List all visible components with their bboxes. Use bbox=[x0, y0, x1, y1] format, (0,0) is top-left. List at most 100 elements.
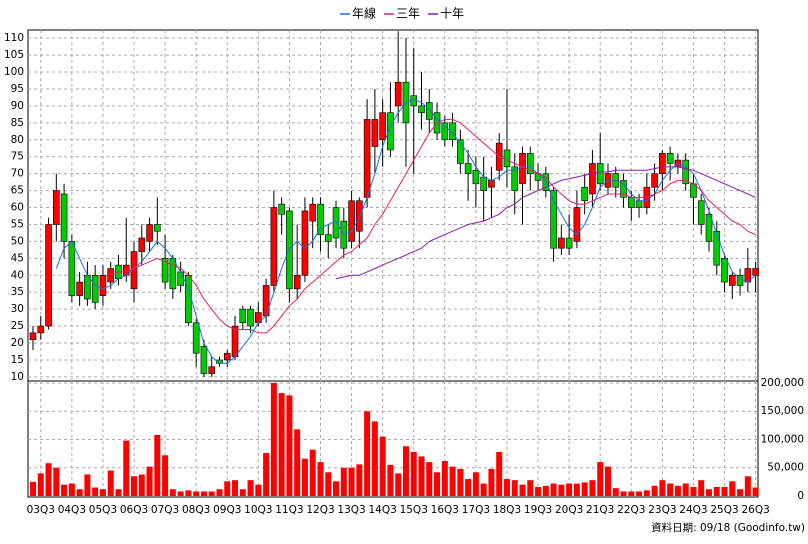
candle-body bbox=[394, 81, 402, 107]
volume-bar bbox=[573, 483, 580, 496]
volume-bar bbox=[418, 456, 425, 496]
volume-bar bbox=[45, 463, 52, 496]
volume-bar bbox=[620, 491, 627, 496]
volume-bar bbox=[558, 484, 565, 496]
candle-body bbox=[68, 241, 76, 296]
volume-bar bbox=[488, 468, 495, 496]
volume-bar bbox=[263, 453, 270, 496]
volume-bar bbox=[270, 382, 277, 496]
candle-body bbox=[705, 214, 713, 242]
candle-body bbox=[324, 234, 332, 242]
volume-bar bbox=[123, 440, 130, 496]
volume-bar bbox=[744, 476, 751, 496]
y-tick-label: 25 bbox=[11, 320, 24, 332]
volume-bar bbox=[698, 480, 705, 496]
candle-body bbox=[558, 237, 565, 249]
volume-bar bbox=[53, 467, 60, 496]
y-tick-label: 100 bbox=[4, 66, 24, 78]
volume-bar bbox=[185, 490, 192, 496]
x-tick-label: 22Q3 bbox=[617, 504, 645, 516]
candle-body bbox=[177, 271, 184, 286]
candle-body bbox=[457, 139, 464, 164]
volume-bar bbox=[659, 480, 666, 496]
volume-bar bbox=[519, 484, 526, 496]
candle-body bbox=[425, 102, 433, 120]
candle-body bbox=[239, 308, 247, 324]
volume-bar bbox=[527, 480, 534, 496]
candle-body bbox=[91, 274, 99, 303]
volume-bar bbox=[690, 486, 697, 496]
volume-bar bbox=[535, 486, 542, 496]
x-tick-label: 26Q3 bbox=[741, 504, 769, 516]
volume-bar bbox=[208, 491, 215, 496]
candle-body bbox=[480, 176, 487, 191]
x-tick-label: 06Q3 bbox=[120, 504, 148, 516]
candle-body bbox=[666, 153, 674, 164]
y-tick-label: 80 bbox=[11, 134, 24, 146]
volume-bar bbox=[379, 436, 386, 496]
volume-bar bbox=[68, 483, 75, 496]
volume-bar bbox=[674, 485, 681, 496]
volume-bar bbox=[255, 484, 262, 496]
volume-bar bbox=[589, 480, 596, 496]
candle-body bbox=[45, 224, 52, 327]
x-tick-label: 15Q3 bbox=[400, 504, 428, 516]
volume-bar bbox=[301, 458, 308, 496]
y-tick-label: 40 bbox=[11, 269, 24, 281]
y-tick-label: 45 bbox=[11, 252, 24, 264]
x-tick-label: 13Q3 bbox=[337, 504, 365, 516]
y-tick-label: 90 bbox=[11, 100, 24, 112]
volume-bar bbox=[61, 484, 68, 496]
candle-body bbox=[721, 258, 728, 283]
candle-body bbox=[488, 180, 495, 188]
candle-body bbox=[371, 119, 379, 147]
volume-bar bbox=[162, 455, 169, 496]
candle-body bbox=[317, 203, 324, 235]
legend-label: 年線 bbox=[352, 6, 376, 21]
candle-body bbox=[697, 200, 705, 225]
volume-bar bbox=[496, 451, 503, 496]
candle-body bbox=[356, 200, 363, 232]
x-tick-label: 16Q3 bbox=[431, 504, 459, 516]
candle-body bbox=[635, 200, 643, 208]
volume-bar bbox=[169, 489, 176, 496]
volume-bar bbox=[325, 472, 332, 496]
volume-bar bbox=[131, 476, 138, 496]
volume-bar bbox=[193, 491, 200, 496]
candle-body bbox=[511, 166, 519, 191]
volume-bar bbox=[721, 486, 728, 496]
volume-bar bbox=[364, 411, 371, 496]
y-tick-label: 70 bbox=[11, 168, 24, 180]
volume-bar bbox=[581, 482, 588, 496]
volume-bar bbox=[651, 485, 658, 496]
candle-body bbox=[301, 210, 309, 276]
candle-body bbox=[519, 153, 526, 185]
volume-bar bbox=[30, 481, 36, 496]
volume-bar bbox=[434, 472, 441, 496]
y-tick-label: 50 bbox=[11, 235, 24, 247]
candle-body bbox=[526, 153, 534, 174]
candle-body bbox=[332, 207, 340, 239]
volume-bar bbox=[356, 464, 363, 496]
x-tick-label: 14Q3 bbox=[368, 504, 396, 516]
volume-bar bbox=[643, 490, 650, 496]
candle-body bbox=[728, 274, 736, 286]
x-tick-label: 05Q3 bbox=[89, 504, 117, 516]
candle-body bbox=[247, 308, 254, 327]
volume-bar bbox=[705, 489, 712, 496]
volume-bar bbox=[107, 470, 114, 496]
volume-bar bbox=[224, 481, 231, 496]
x-tick-label: 04Q3 bbox=[58, 504, 86, 516]
volume-bar bbox=[737, 489, 744, 496]
candle-body bbox=[99, 274, 107, 296]
x-tick-label: 17Q3 bbox=[462, 504, 490, 516]
candle-body bbox=[138, 237, 146, 252]
y-tick-label: 110 bbox=[4, 32, 24, 44]
volume-bar bbox=[286, 395, 293, 496]
ma-line bbox=[335, 166, 756, 280]
candle-body bbox=[682, 159, 689, 185]
y2-tick-label: 150,000 bbox=[761, 405, 804, 417]
volume-bar bbox=[441, 460, 448, 496]
candle-body bbox=[752, 268, 759, 276]
volume-bar bbox=[472, 472, 479, 496]
